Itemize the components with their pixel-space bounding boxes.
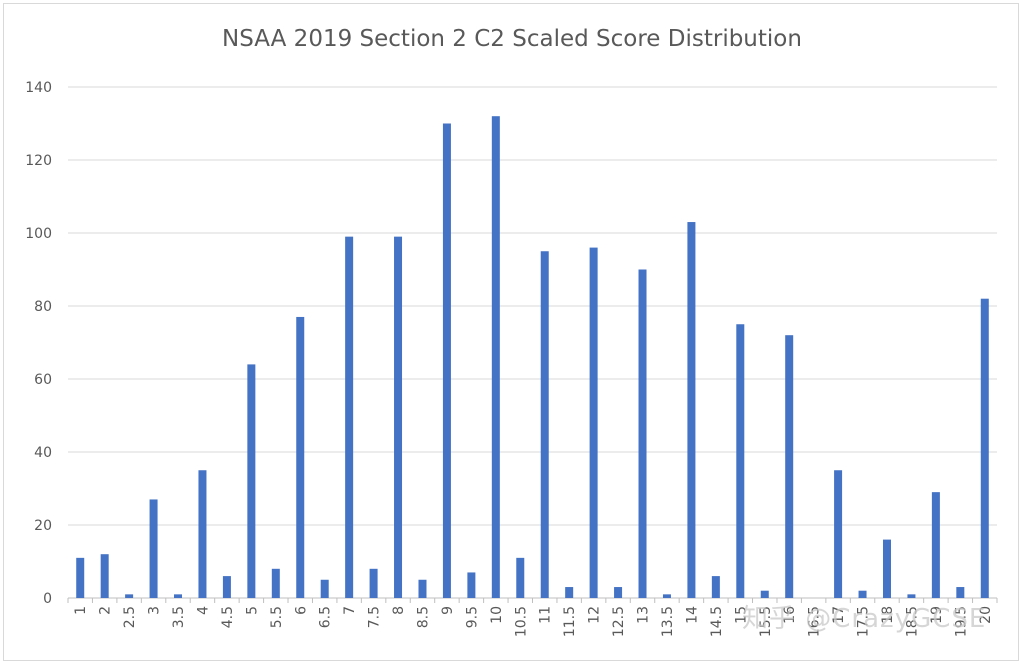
bar-4 — [198, 470, 207, 598]
x-tick-label: 18.5 — [904, 606, 920, 637]
x-tick-label: 15 — [733, 606, 749, 624]
bar-18.5 — [907, 594, 916, 598]
bar-11 — [540, 251, 549, 598]
x-tick-label: 17 — [831, 606, 847, 624]
x-tick-label: 9 — [440, 606, 456, 615]
bar-14 — [687, 222, 696, 599]
y-tick-label: 100 — [25, 226, 52, 242]
bar-6 — [296, 316, 305, 598]
x-tick-label: 17.5 — [856, 606, 872, 637]
y-tick-label: 0 — [43, 591, 52, 607]
bar-3 — [149, 499, 158, 598]
x-tick-label: 18 — [880, 606, 896, 624]
y-tick-label: 20 — [34, 518, 52, 534]
bar-17.5 — [858, 590, 867, 598]
x-axis-tick-labels: 1 2 2.5 3 3.5 4 4.5 5 5.5 6 6.5 7 7.5 8 8.5 9 9.5 10 10.5 1… — [67, 598, 998, 637]
x-tick-label: 5 — [244, 606, 260, 615]
x-tick-label: 12 — [587, 606, 603, 624]
bar-7.5 — [369, 568, 378, 598]
y-tick-label: 140 — [25, 80, 52, 96]
bar-8.5 — [418, 579, 427, 598]
x-tick-label: 10.5 — [513, 606, 529, 637]
x-tick-label: 2 — [98, 606, 114, 615]
bar-3.5 — [174, 594, 183, 598]
x-tick-label: 6.5 — [318, 606, 334, 628]
x-tick-label: 16 — [782, 606, 798, 624]
chart-frame — [3, 3, 1019, 661]
y-tick-label: 40 — [34, 445, 52, 461]
bar-5.5 — [271, 568, 280, 598]
bars — [76, 116, 989, 599]
x-tick-label: 7.5 — [367, 606, 383, 628]
x-tick-label: 13 — [636, 606, 652, 624]
x-tick-label: 19.5 — [953, 606, 969, 637]
x-tick-label: 19 — [929, 606, 945, 624]
bar-11.5 — [565, 587, 574, 598]
x-tick-label: 5.5 — [269, 606, 285, 628]
bar-13 — [638, 269, 647, 598]
watermark: 知乎 @CrazyGCSE — [742, 604, 987, 634]
bar-9 — [442, 123, 451, 598]
x-tick-label: 14.5 — [709, 606, 725, 637]
bar-19.5 — [956, 587, 965, 598]
bar-5 — [247, 364, 256, 598]
bar-20 — [980, 298, 989, 598]
gridlines — [68, 86, 997, 599]
bar-15 — [736, 324, 745, 598]
bar-12.5 — [614, 587, 623, 598]
x-tick-label: 3 — [147, 606, 163, 615]
bar-12 — [589, 247, 598, 598]
x-tick-label: 2.5 — [122, 606, 138, 628]
bar-1 — [76, 557, 85, 598]
x-tick-label: 11.5 — [562, 606, 578, 637]
x-tick-label: 12.5 — [611, 606, 627, 637]
x-tick-label: 8 — [391, 606, 407, 615]
bar-19 — [931, 492, 940, 598]
bar-10 — [491, 116, 500, 598]
bar-13.5 — [662, 594, 671, 598]
chart-title: NSAA 2019 Section 2 C2 Scaled Score Dist… — [222, 26, 802, 52]
bar-2 — [100, 554, 109, 598]
bar-18 — [882, 539, 891, 598]
bar-17 — [834, 470, 843, 598]
bar-7 — [345, 236, 354, 598]
x-tick-label: 1 — [73, 606, 89, 615]
bar-6.5 — [320, 579, 329, 598]
x-tick-label: 8.5 — [415, 606, 431, 628]
y-tick-label: 60 — [34, 372, 52, 388]
x-tick-label: 13.5 — [660, 606, 676, 637]
x-tick-label: 14 — [684, 606, 700, 624]
x-tick-label: 10 — [489, 606, 505, 624]
x-tick-label: 11 — [538, 606, 554, 624]
bar-2.5 — [125, 594, 134, 598]
x-tick-label: 4 — [195, 606, 211, 615]
x-tick-label: 6 — [293, 606, 309, 615]
x-tick-label: 9.5 — [464, 606, 480, 628]
bar-10.5 — [516, 557, 525, 598]
y-tick-label: 120 — [25, 153, 52, 169]
x-tick-label: 16.5 — [807, 606, 823, 637]
y-tick-label: 80 — [34, 299, 52, 315]
x-tick-label: 7 — [342, 606, 358, 615]
x-tick-label: 20 — [978, 606, 994, 624]
bar-9.5 — [467, 572, 476, 598]
bar-4.5 — [222, 576, 231, 598]
y-axis-tick-labels: 0 20 40 60 80 100 120 140 — [25, 80, 52, 607]
x-tick-label: 4.5 — [220, 606, 236, 628]
bar-8 — [394, 236, 403, 598]
bar-16 — [785, 335, 794, 598]
bar-15.5 — [760, 590, 769, 598]
bar-14.5 — [711, 576, 720, 598]
x-tick-label: 3.5 — [171, 606, 187, 628]
x-tick-label: 15.5 — [758, 606, 774, 637]
